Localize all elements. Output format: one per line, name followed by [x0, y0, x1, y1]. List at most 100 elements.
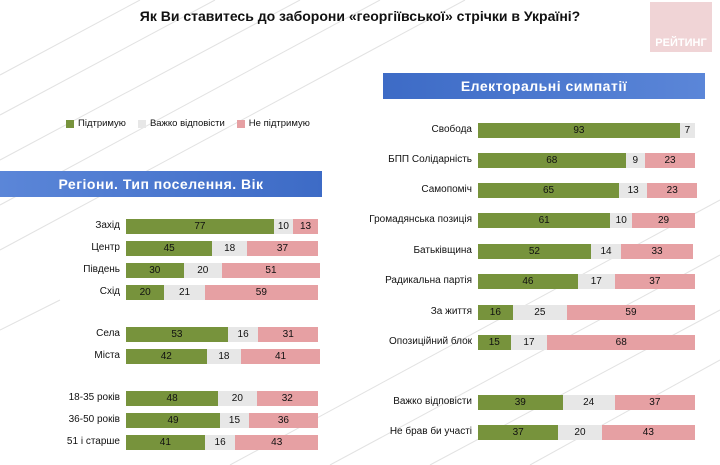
chart-banner-electoral: Електоральні симпатії: [383, 73, 705, 99]
electoral-bar-support: 39: [478, 395, 563, 410]
electoral-bar-value: 20: [574, 427, 586, 438]
electoral-bar-not-support: 37: [614, 395, 695, 410]
regions-bar-value: 37: [276, 243, 289, 254]
regions-bar-not-support: 59: [204, 285, 318, 300]
electoral-bar-hard-to-answer: 10: [610, 213, 633, 228]
regions-bar-value: 13: [299, 221, 312, 232]
regions-bar-support: 41: [126, 435, 205, 450]
regions-bar-hard-to-answer: 15: [220, 413, 249, 428]
regions-bar-support: 30: [126, 263, 184, 278]
electoral-bar-not-support: 23: [645, 153, 695, 168]
electoral-bar-value: 13: [627, 185, 639, 196]
regions-bar-value: 20: [197, 265, 209, 276]
regions-category-label: Села: [96, 328, 120, 339]
chart-banner-regions: Регіони. Тип поселення. Вік: [0, 171, 322, 197]
regions-bar-support: 49: [126, 413, 221, 428]
regions-bar-not-support: 13: [293, 219, 318, 234]
regions-category-label: Захід: [95, 220, 120, 231]
electoral-bar-hard-to-answer: 7: [679, 123, 695, 138]
regions-bar-value: 20: [139, 287, 151, 298]
logo-text: РЕЙТИНГ: [655, 37, 707, 49]
electoral-bar-support: 68: [478, 153, 626, 168]
electoral-category-label: Громадянська позиція: [369, 214, 472, 225]
regions-bar-value: 30: [149, 265, 161, 276]
electoral-bar-support: 65: [478, 183, 620, 198]
electoral-bar-hard-to-answer: 25: [512, 305, 567, 320]
electoral-bar-value: 17: [590, 276, 602, 287]
electoral-bar-support: 46: [478, 274, 578, 289]
electoral-bar-hard-to-answer: 13: [619, 183, 648, 198]
electoral-bar-not-support: 68: [547, 335, 695, 350]
legend-swatch-support: [66, 119, 74, 128]
regions-bar-value: 41: [274, 351, 287, 362]
electoral-bar-value: 23: [664, 155, 676, 166]
regions-bar-support: 77: [126, 219, 274, 234]
electoral-bar-value: 24: [583, 397, 595, 408]
electoral-bar-value: 7: [684, 125, 691, 136]
electoral-bar-hard-to-answer: 17: [510, 335, 548, 350]
electoral-bar-value: 65: [542, 185, 555, 196]
regions-bar-hard-to-answer: 16: [204, 435, 236, 450]
regions-bar-support: 45: [126, 241, 213, 256]
electoral-bar-value: 37: [512, 427, 524, 438]
electoral-category-label: Важко відповісти: [393, 396, 472, 407]
electoral-bar-not-support: 29: [632, 213, 695, 228]
electoral-bar-value: 46: [522, 276, 534, 287]
legend-label-hard: Важко відповісти: [149, 118, 225, 129]
legend-swatch-not: [236, 119, 245, 128]
electoral-bar-value: 61: [538, 215, 550, 226]
regions-bar-not-support: 36: [248, 413, 318, 428]
regions-bar-not-support: 51: [222, 263, 320, 278]
regions-bar-hard-to-answer: 20: [218, 391, 257, 406]
regions-category-label: 36-50 років: [68, 414, 120, 425]
regions-bar-hard-to-answer: 18: [212, 241, 247, 256]
regions-category-label: 18-35 років: [68, 392, 120, 403]
electoral-bar-value: 25: [534, 307, 546, 318]
regions-bar-hard-to-answer: 20: [183, 263, 222, 278]
legend-item-not: Не підтримую: [236, 118, 310, 129]
electoral-bar-support: 61: [478, 213, 611, 228]
electoral-bar-value: 29: [657, 215, 670, 226]
page-title: Як Ви ставитесь до заборони «георгіївськ…: [139, 8, 581, 24]
electoral-bar-not-support: 23: [647, 183, 698, 198]
regions-bar-value: 42: [160, 351, 172, 362]
electoral-bar-support: 52: [478, 244, 591, 259]
regions-bar-hard-to-answer: 18: [206, 349, 242, 364]
electoral-category-label: За життя: [430, 306, 472, 317]
regions-bar-value: 43: [271, 437, 283, 448]
regions-bar-hard-to-answer: 10: [273, 219, 294, 234]
electoral-bar-value: 93: [573, 125, 585, 136]
electoral-category-label: Свобода: [431, 124, 472, 135]
regions-bar-value: 31: [282, 329, 294, 340]
electoral-bar-hard-to-answer: 14: [590, 244, 622, 259]
regions-bar-not-support: 31: [258, 327, 318, 342]
regions-bar-value: 49: [167, 415, 179, 426]
regions-bar-value: 41: [159, 437, 171, 448]
electoral-bar-value: 23: [666, 185, 678, 196]
electoral-category-label: Радикальна партія: [385, 275, 472, 286]
regions-bar-value: 77: [194, 221, 206, 232]
regions-bar-support: 42: [126, 349, 207, 364]
legend-label-support: Підтримую: [78, 118, 126, 129]
electoral-category-label: Батьківщина: [413, 245, 472, 256]
electoral-bar-not-support: 33: [621, 244, 693, 259]
regions-bar-value: 20: [231, 393, 243, 404]
regions-bar-support: 20: [126, 285, 165, 300]
electoral-category-label: Самопоміч: [421, 184, 472, 195]
electoral-bar-value: 17: [523, 337, 535, 348]
electoral-bar-value: 68: [546, 155, 558, 166]
regions-bar-value: 32: [281, 393, 293, 404]
regions-bar-value: 16: [214, 437, 226, 448]
legend-item-support: Підтримую: [66, 118, 126, 129]
regions-bar-support: 53: [126, 327, 228, 342]
electoral-bar-value: 39: [514, 397, 526, 408]
electoral-bar-hard-to-answer: 17: [577, 274, 615, 289]
regions-bar-value: 21: [178, 287, 191, 298]
electoral-bar-value: 15: [488, 337, 500, 348]
electoral-category-label: Опозиційний блок: [389, 336, 472, 347]
electoral-category-label: Не брав би участі: [389, 426, 472, 437]
regions-bar-not-support: 37: [246, 241, 318, 256]
electoral-bar-value: 14: [600, 246, 612, 257]
chart-legend: Підтримую Важко відповісти Не підтримую: [66, 118, 310, 129]
electoral-bar-hard-to-answer: 24: [562, 395, 615, 410]
